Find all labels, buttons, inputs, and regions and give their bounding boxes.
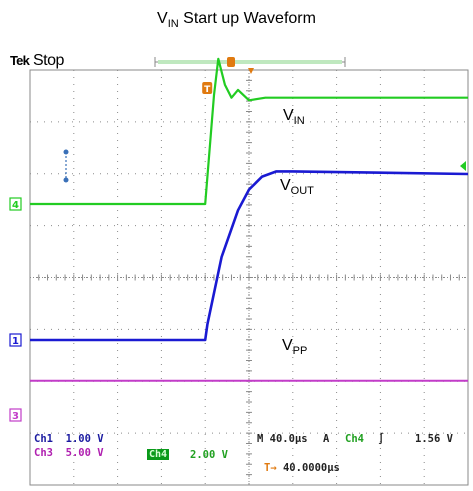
grid <box>29 57 469 486</box>
timebase-readout: M 40.0µs <box>257 433 308 445</box>
trigger-window-marker <box>227 57 235 67</box>
traces <box>30 57 469 382</box>
vpp-label: VPP <box>282 337 308 358</box>
trigger-marker: T <box>202 82 213 95</box>
ch3-marker: 3 <box>9 408 22 422</box>
chart-title: VIN Start up Waveform <box>157 10 316 31</box>
vin-label: VIN <box>283 107 305 128</box>
ch4-readout: 2.00 V <box>190 449 228 461</box>
cursor-icon <box>63 149 69 183</box>
trace-vin <box>30 57 468 206</box>
ch3-readout: Ch3 5.00 V <box>34 447 104 459</box>
expansion-point-marker <box>248 68 254 74</box>
channel-markers: 4 1 3 T <box>9 57 466 422</box>
ch4-badge: Ch4 <box>147 449 170 460</box>
scope-status: Tek Stop <box>10 52 64 69</box>
trigger-position: T→ 40.0000µs <box>264 462 340 474</box>
record-window <box>158 60 342 64</box>
trigger-slope-icon: ∫ <box>378 433 385 445</box>
ch1-readout: Ch1 1.00 V <box>34 433 104 445</box>
trigger-mode: A <box>323 433 330 445</box>
ch4-marker: 4 <box>9 197 22 211</box>
ch1-marker: 1 <box>9 333 22 347</box>
trigger-source: Ch4 <box>345 433 364 445</box>
svg-text:3: 3 <box>12 411 19 422</box>
svg-text:T: T <box>204 85 211 95</box>
trigger-level-arrow <box>460 161 466 171</box>
svg-text:1: 1 <box>12 336 19 347</box>
vout-label: VOUT <box>280 177 314 198</box>
trigger-level: 1.56 V <box>415 433 453 445</box>
svg-text:4: 4 <box>12 200 19 211</box>
trace-vout <box>30 170 469 342</box>
